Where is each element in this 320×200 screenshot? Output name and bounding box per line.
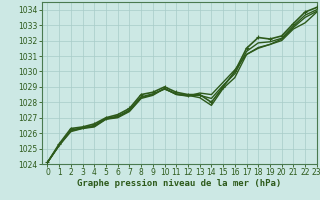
X-axis label: Graphe pression niveau de la mer (hPa): Graphe pression niveau de la mer (hPa): [77, 179, 281, 188]
